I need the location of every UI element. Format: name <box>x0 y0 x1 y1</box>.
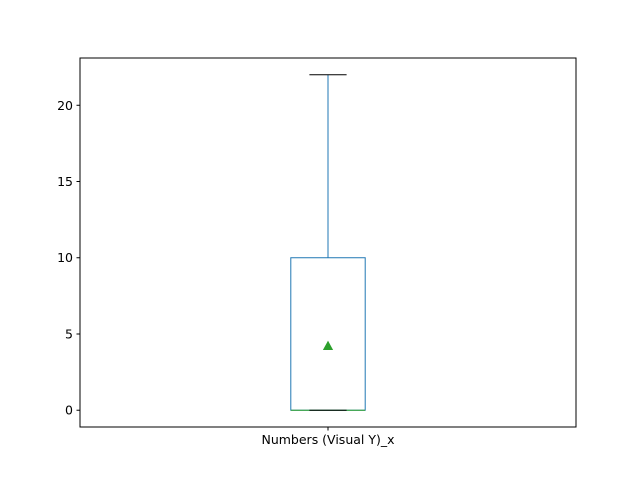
x-axis: Numbers (Visual Y)_x <box>261 427 395 447</box>
y-tick-label: 10 <box>57 250 73 265</box>
y-tick-label: 15 <box>57 174 73 189</box>
axes-frame <box>79 57 577 428</box>
x-tick-label: Numbers (Visual Y)_x <box>261 432 394 447</box>
y-axis: 0 5 10 15 20 <box>57 98 80 418</box>
plot-layer <box>290 74 366 411</box>
y-tick-label: 0 <box>65 403 73 418</box>
mean-marker <box>322 340 334 351</box>
y-tick-label: 20 <box>57 98 73 113</box>
y-tick-label: 5 <box>65 326 73 341</box>
